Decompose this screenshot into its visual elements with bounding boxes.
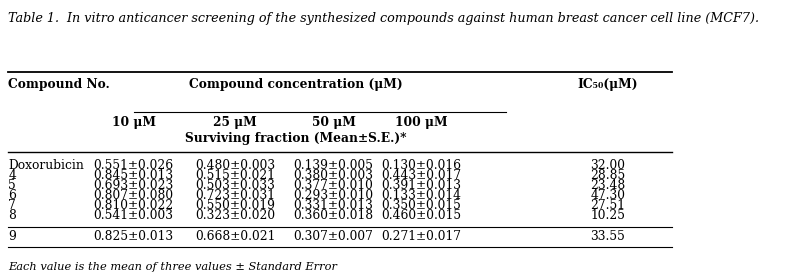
Text: IC₅₀(μM): IC₅₀(μM) — [578, 78, 638, 91]
Text: 9: 9 — [8, 230, 16, 243]
Text: 0.139±0.005: 0.139±0.005 — [293, 159, 373, 172]
Text: 27.51: 27.51 — [590, 199, 625, 212]
Text: Doxorubicin: Doxorubicin — [8, 159, 84, 172]
Text: 8: 8 — [8, 210, 16, 222]
Text: 7: 7 — [8, 199, 16, 212]
Text: 25 μM: 25 μM — [213, 116, 257, 129]
Text: 100 μM: 100 μM — [395, 116, 448, 129]
Text: 50 μM: 50 μM — [312, 116, 356, 129]
Text: 0.133±0.014: 0.133±0.014 — [382, 189, 462, 202]
Text: 0.541±0.003: 0.541±0.003 — [93, 210, 173, 222]
Text: Table 1.  In vitro anticancer screening of the synthesized compounds against hum: Table 1. In vitro anticancer screening o… — [8, 13, 759, 25]
Text: 0.503±0.033: 0.503±0.033 — [195, 179, 275, 192]
Text: 10 μM: 10 μM — [112, 116, 156, 129]
Text: 10.25: 10.25 — [590, 210, 625, 222]
Text: Each value is the mean of three values ± Standard Error: Each value is the mean of three values ±… — [8, 262, 337, 272]
Text: 0.460±0.015: 0.460±0.015 — [382, 210, 462, 222]
Text: Compound concentration (μM): Compound concentration (μM) — [190, 78, 403, 91]
Text: 32.00: 32.00 — [590, 159, 625, 172]
Text: 0.723±0.031: 0.723±0.031 — [195, 189, 275, 202]
Text: 0.377±0.010: 0.377±0.010 — [293, 179, 373, 192]
Text: 4: 4 — [8, 169, 16, 182]
Text: 47.30: 47.30 — [590, 189, 625, 202]
Text: 0.807±0.080: 0.807±0.080 — [93, 189, 173, 202]
Text: 0.271±0.017: 0.271±0.017 — [382, 230, 462, 243]
Text: 0.380±0.003: 0.380±0.003 — [293, 169, 373, 182]
Text: 0.810±0.022: 0.810±0.022 — [93, 199, 173, 212]
Text: Surviving fraction (Mean±S.E.)*: Surviving fraction (Mean±S.E.)* — [185, 132, 407, 145]
Text: 5: 5 — [8, 179, 16, 192]
Text: 0.130±0.016: 0.130±0.016 — [382, 159, 462, 172]
Text: 33.55: 33.55 — [590, 230, 625, 243]
Text: 28.85: 28.85 — [590, 169, 625, 182]
Text: 0.350±0.015: 0.350±0.015 — [382, 199, 462, 212]
Text: 0.443±0.017: 0.443±0.017 — [382, 169, 462, 182]
Text: 6: 6 — [8, 189, 16, 202]
Text: 0.480±0.003: 0.480±0.003 — [195, 159, 275, 172]
Text: 0.293±0.010: 0.293±0.010 — [293, 189, 373, 202]
Text: 0.391±0.013: 0.391±0.013 — [382, 179, 462, 192]
Text: 0.331±0.013: 0.331±0.013 — [293, 199, 373, 212]
Text: 0.668±0.021: 0.668±0.021 — [195, 230, 275, 243]
Text: 0.360±0.018: 0.360±0.018 — [293, 210, 373, 222]
Text: 0.693±0.023: 0.693±0.023 — [93, 179, 173, 192]
Text: 0.551±0.026: 0.551±0.026 — [93, 159, 173, 172]
Text: 0.307±0.007: 0.307±0.007 — [293, 230, 373, 243]
Text: 0.825±0.013: 0.825±0.013 — [93, 230, 173, 243]
Text: 0.550±0.019: 0.550±0.019 — [195, 199, 275, 212]
Text: 0.515±0.021: 0.515±0.021 — [195, 169, 275, 182]
Text: 0.323±0.020: 0.323±0.020 — [195, 210, 275, 222]
Text: Compound No.: Compound No. — [8, 78, 110, 91]
Text: 0.845±0.013: 0.845±0.013 — [93, 169, 173, 182]
Text: 23.48: 23.48 — [590, 179, 625, 192]
